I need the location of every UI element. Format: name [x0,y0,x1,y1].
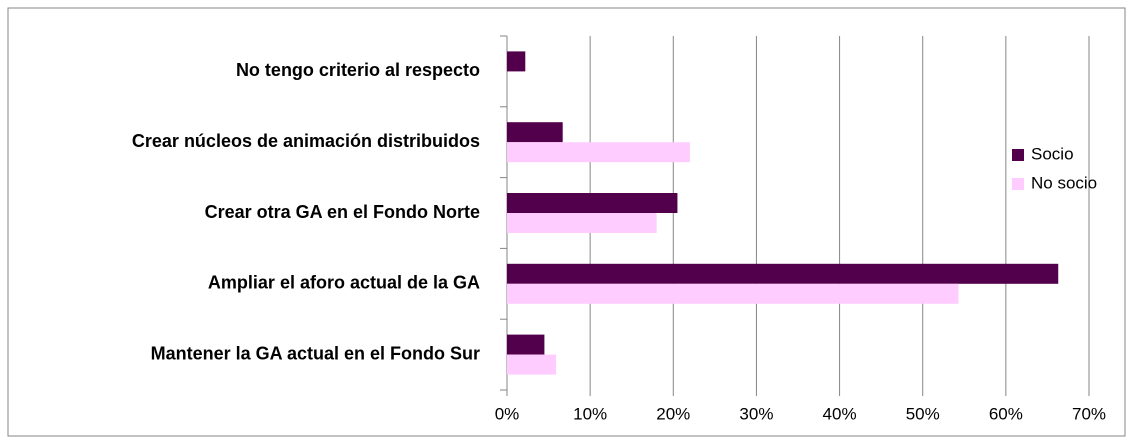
y-tick-label: Ampliar el aforo actual de la GA [208,273,480,293]
x-tick-label: 60% [989,404,1023,423]
x-tick-label: 0% [495,404,520,423]
legend-swatch [1012,178,1024,190]
bar [507,334,545,355]
x-tick-label: 10% [573,404,607,423]
bar [507,142,690,163]
bar [507,354,557,375]
y-tick-label: No tengo criterio al respecto [236,60,480,80]
bar [507,283,959,304]
bar [507,51,526,72]
legend-label: No socio [1031,173,1097,192]
bar [507,122,563,143]
x-tick-label: 70% [1072,404,1106,423]
x-tick-label: 20% [656,404,690,423]
legend-swatch [1012,149,1024,161]
x-tick-label: 30% [739,404,773,423]
bar [507,263,1059,284]
y-tick-label: Crear otra GA en el Fondo Norte [205,202,480,222]
x-tick-label: 50% [906,404,940,423]
y-tick-label: Crear núcleos de animación distribuidos [132,131,480,151]
y-tick-label: Mantener la GA actual en el Fondo Sur [151,343,480,363]
legend-label: Socio [1031,144,1074,163]
bar [507,193,678,213]
bar [507,213,657,233]
x-tick-label: 40% [823,404,857,423]
